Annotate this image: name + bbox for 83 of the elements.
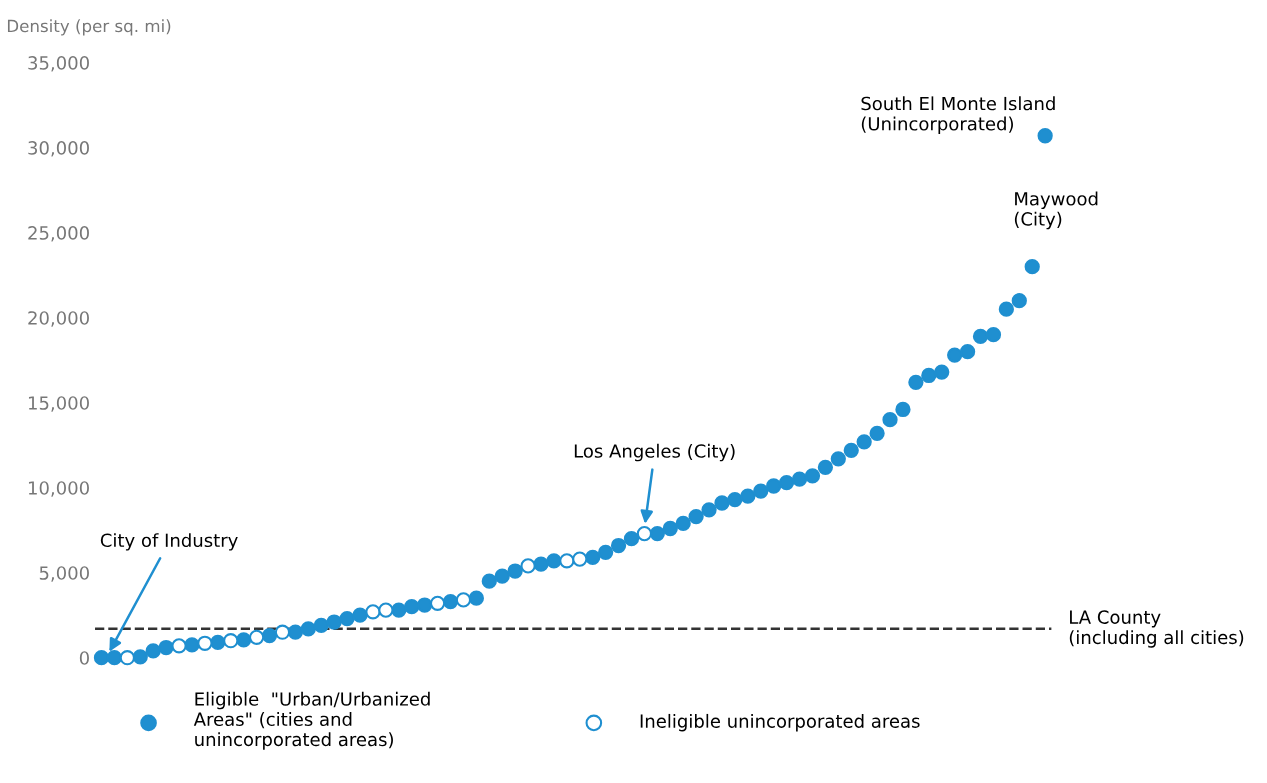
point <box>1037 128 1053 144</box>
y-tick-label: 30,000 <box>28 141 89 157</box>
point <box>261 627 278 644</box>
point <box>1011 293 1027 309</box>
point <box>197 635 213 651</box>
point <box>417 597 433 613</box>
ref-line-label: LA County (including all cities) <box>1069 610 1244 648</box>
point <box>274 624 291 640</box>
point <box>610 537 627 554</box>
annotation: Maywood (City) <box>1014 191 1098 230</box>
point <box>93 650 110 666</box>
point <box>404 599 420 615</box>
point <box>985 327 1002 343</box>
annotation: City of Industry <box>100 533 238 551</box>
point <box>843 442 859 458</box>
point <box>507 563 523 579</box>
point <box>701 502 717 518</box>
y-tick-label: 15,000 <box>28 396 89 412</box>
point <box>649 525 665 542</box>
point <box>869 425 885 441</box>
point <box>494 568 510 584</box>
point <box>636 525 653 542</box>
point <box>623 531 640 547</box>
point <box>934 364 950 380</box>
point <box>429 595 446 611</box>
point <box>921 367 937 384</box>
y-tick-label: 25,000 <box>28 226 89 242</box>
point <box>972 328 989 344</box>
point <box>300 621 316 637</box>
legend-label: Eligible "Urban/Urbanized Areas" (cities and unincorporated areas) <box>193 691 430 750</box>
y-tick-label: 35,000 <box>28 56 89 72</box>
point <box>598 544 614 560</box>
y-axis-title: Density (per sq. mi) <box>7 19 171 36</box>
point <box>132 649 148 665</box>
point <box>520 558 536 574</box>
point <box>326 614 342 630</box>
point <box>791 471 808 487</box>
point <box>959 344 976 360</box>
point <box>882 412 898 428</box>
point <box>378 602 394 618</box>
point <box>766 478 782 494</box>
point <box>778 474 795 491</box>
point <box>223 633 239 649</box>
y-tick-label: 0 <box>79 651 89 665</box>
point <box>468 590 484 606</box>
y-tick-label: 10,000 <box>28 481 89 497</box>
point <box>714 495 730 511</box>
point <box>830 451 846 467</box>
point <box>804 468 821 484</box>
annotation: Los Angeles (City) <box>574 443 735 462</box>
point <box>481 573 497 589</box>
point <box>727 491 743 508</box>
point <box>817 459 834 475</box>
point <box>688 508 704 525</box>
y-tick-label: 20,000 <box>28 311 89 327</box>
point <box>339 610 355 627</box>
point <box>895 401 911 418</box>
point <box>559 553 575 569</box>
point <box>145 643 161 659</box>
point <box>947 347 963 363</box>
point <box>352 607 368 623</box>
point <box>585 549 601 566</box>
point <box>106 650 123 666</box>
point <box>572 551 588 567</box>
legend-label: Ineligible unincorporated areas <box>640 713 920 732</box>
point <box>158 639 174 656</box>
point <box>998 301 1014 317</box>
point <box>856 434 872 450</box>
y-tick-label: 5,000 <box>39 566 89 582</box>
point <box>455 592 472 608</box>
point <box>675 515 691 532</box>
point <box>248 629 265 645</box>
point <box>313 617 329 634</box>
point <box>171 638 187 654</box>
point <box>740 488 756 504</box>
point <box>119 650 135 666</box>
point <box>908 374 924 390</box>
point <box>753 483 769 499</box>
point <box>662 520 678 537</box>
point <box>546 553 562 569</box>
point <box>365 604 381 620</box>
annotation: South El Monte Island (Unincorporated) <box>861 96 1055 135</box>
point <box>1024 259 1040 275</box>
